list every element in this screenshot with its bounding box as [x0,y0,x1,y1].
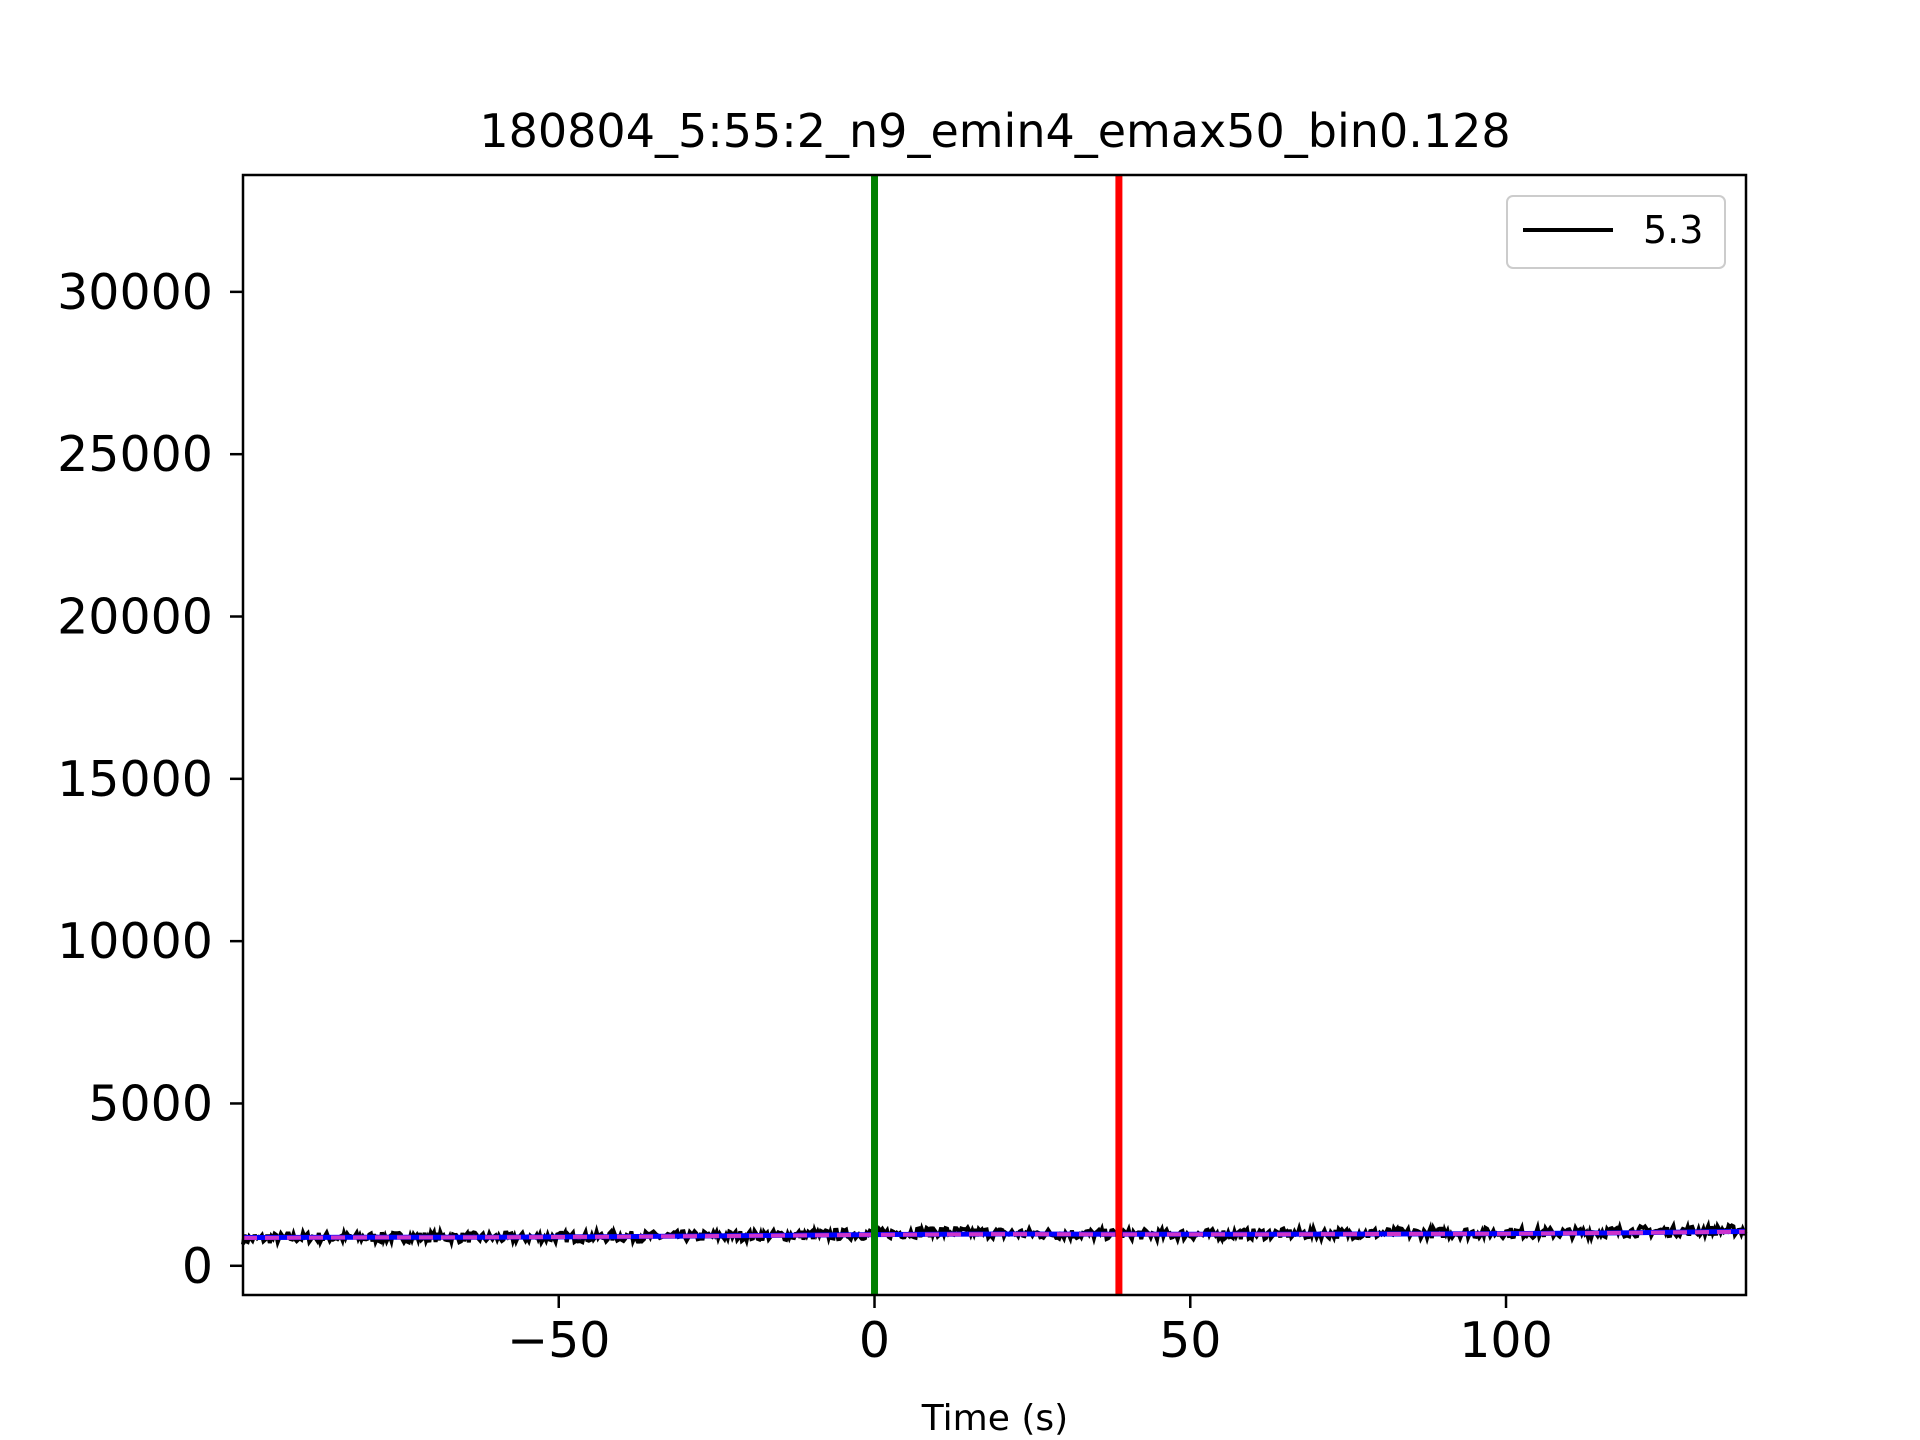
legend-box [1506,195,1726,269]
y-tick-label: 30000 [57,264,213,321]
x-tick-label: 0 [859,1312,890,1369]
chart-title: 180804_5:55:2_n9_emin4_emax50_bin0.128 [479,104,1510,158]
y-tick-label: 25000 [57,426,213,483]
y-tick-label: 15000 [57,751,213,808]
y-tick-label: 0 [182,1238,213,1295]
y-tick-label: 5000 [88,1075,213,1132]
x-axis-label: Time (s) [921,1398,1068,1439]
legend: 5.3 [1506,195,1726,269]
y-tick-label: 10000 [57,913,213,970]
x-tick-label: 50 [1159,1312,1221,1369]
plot-area [241,175,1748,1295]
legend-label-5.3: 5.3 [1643,208,1703,252]
axis-ticks: −50 0 50 100 0 5000 10000 15000 20000 25000 30000 [57,264,1553,1369]
x-tick-label: −50 [507,1312,610,1369]
axes-frame [241,173,1748,1297]
y-tick-label: 20000 [57,589,213,646]
series-background-model [242,1229,1747,1240]
x-tick-label: 100 [1459,1312,1553,1369]
